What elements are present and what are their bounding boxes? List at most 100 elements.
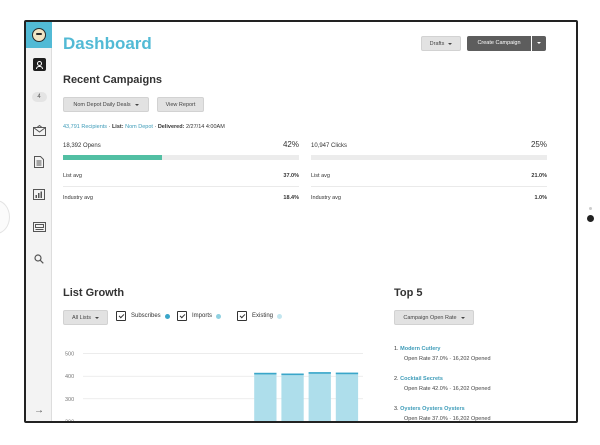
chevron-down-icon — [537, 41, 541, 44]
user-icon — [32, 57, 46, 71]
mail-icon — [32, 124, 46, 136]
rank-number: 3. — [394, 406, 399, 412]
opens-progress-bar — [63, 155, 299, 160]
chevron-down-icon — [448, 42, 453, 45]
top5-item: 3. Oysters Oysters Oysters Open Rate 37.… — [394, 406, 554, 421]
clicks-percent: 25% — [530, 140, 547, 149]
list-avg-value: 37.0% — [283, 173, 299, 179]
device-frame: 4 → Dashboard Drafts Create Campaign Rec… — [24, 20, 578, 423]
chart-icon — [33, 188, 45, 200]
chart-bar[interactable] — [281, 373, 304, 423]
campaign-link[interactable]: Oysters Oysters Oysters — [400, 406, 465, 412]
campaign-select[interactable]: Nom Depot Daily Deals — [63, 97, 149, 112]
device-home-button[interactable] — [587, 215, 594, 222]
chevron-down-icon — [460, 316, 465, 319]
campaign-detail: Open Rate 37.0% · 16,202 Opened — [404, 356, 491, 362]
chimp-icon — [32, 28, 46, 42]
sidebar-item-notifications[interactable]: 4 — [26, 88, 52, 106]
delivered-value: 2/27/14 4:00AM — [185, 124, 225, 130]
list-growth-title: List Growth — [63, 287, 125, 299]
top5-metric-select[interactable]: Campaign Open Rate — [394, 310, 474, 325]
chart-bar-cap — [335, 372, 359, 375]
list-avg-label: List avg — [311, 173, 330, 179]
list-growth-chart: 500 400 300 200 — [65, 352, 363, 423]
top5-title: Top 5 — [394, 287, 423, 299]
list-name-link[interactable]: Nom Depot — [125, 124, 153, 130]
top5-item: 2. Cocktail Secrets Open Rate 42.0% · 16… — [394, 376, 554, 392]
opens-stats: 18,392 Opens 42% List avg 37.0% Industry… — [63, 140, 299, 209]
imports-label: Imports — [192, 313, 213, 319]
sidebar-item-collapse[interactable]: → — [26, 401, 52, 419]
chevron-down-icon — [134, 103, 139, 106]
sidebar-item-reports[interactable] — [26, 185, 52, 203]
clicks-progress-bar — [311, 155, 547, 160]
drafts-button[interactable]: Drafts — [421, 36, 461, 51]
sidebar-item-search[interactable] — [26, 250, 52, 268]
list-label: List: — [111, 124, 124, 130]
imports-legend-dot — [216, 313, 222, 319]
checkmark-icon — [177, 311, 187, 321]
y-tick-label: 400 — [65, 374, 74, 380]
arrow-right-icon: → — [34, 404, 44, 416]
industry-avg-label: Industry avg — [63, 195, 93, 201]
list-avg-label: List avg — [63, 173, 82, 179]
list-avg-value: 21.0% — [531, 173, 547, 179]
opens-industry-avg-row: Industry avg 18.4% — [63, 187, 299, 209]
existing-label: Existing — [252, 313, 274, 319]
drafts-label: Drafts — [429, 41, 445, 47]
create-campaign-button[interactable]: Create Campaign — [467, 36, 531, 51]
sidebar-item-account[interactable] — [26, 55, 52, 73]
clicks-label: 10,947 Clicks — [311, 143, 348, 149]
view-report-button[interactable]: View Report — [157, 97, 204, 112]
existing-legend-dot — [277, 313, 283, 319]
existing-checkbox[interactable]: Existing — [237, 310, 283, 322]
imports-checkbox[interactable]: Imports — [177, 310, 222, 322]
chart-bar[interactable] — [335, 372, 359, 423]
top5-item: 1. Modern Cutlery Open Rate 37.0% · 16,2… — [394, 346, 554, 362]
rank-number: 1. — [394, 346, 399, 352]
notification-count-badge: 4 — [31, 92, 47, 102]
delivered-label: Delivered: — [157, 124, 185, 130]
opens-progress-fill — [63, 155, 163, 160]
chart-bar-cap — [308, 372, 331, 374]
chart-bar-cap — [281, 373, 304, 376]
top5-metric-value: Campaign Open Rate — [403, 315, 457, 321]
clicks-list-avg-row: List avg 21.0% — [311, 165, 547, 187]
sidebar-item-campaigns[interactable] — [26, 121, 52, 139]
subscribes-checkbox[interactable]: Subscribes — [116, 310, 170, 322]
mailchimp-logo[interactable] — [26, 22, 52, 48]
chart-bar[interactable] — [254, 372, 277, 423]
chart-bar[interactable] — [308, 372, 331, 423]
y-tick-label: 500 — [65, 352, 74, 358]
main-content: Dashboard Drafts Create Campaign Recent … — [52, 22, 576, 421]
recipients-link[interactable]: 43,791 Recipients — [63, 124, 108, 130]
subscribes-legend-dot — [164, 313, 170, 319]
subscribes-label: Subscribes — [131, 313, 161, 319]
lists-select[interactable]: All Lists — [63, 310, 108, 325]
checkmark-icon — [116, 311, 126, 321]
create-campaign-dropdown[interactable] — [532, 36, 546, 51]
recent-campaigns-title: Recent Campaigns — [63, 74, 163, 86]
campaign-meta: 43,791 Recipients · List: Nom Depot · De… — [63, 124, 225, 130]
checkmark-icon — [237, 311, 247, 321]
template-icon — [32, 222, 46, 232]
industry-avg-value: 1.0% — [534, 195, 547, 201]
sidebar-item-templates[interactable] — [26, 153, 52, 171]
industry-avg-value: 18.4% — [283, 195, 299, 201]
campaign-select-value: Nom Depot Daily Deals — [73, 102, 131, 108]
campaign-link[interactable]: Cocktail Secrets — [400, 376, 443, 382]
campaign-link[interactable]: Modern Cutlery — [400, 346, 441, 352]
sidebar-item-automation[interactable] — [26, 218, 52, 236]
rank-number: 2. — [394, 376, 399, 382]
lists-select-value: All Lists — [72, 315, 91, 321]
industry-avg-label: Industry avg — [311, 195, 341, 201]
page-title: Dashboard — [63, 34, 152, 53]
search-icon — [34, 254, 44, 264]
clicks-industry-avg-row: Industry avg 1.0% — [311, 187, 547, 209]
device-sensor — [589, 207, 592, 210]
document-icon — [34, 156, 44, 168]
y-tick-label: 200 — [65, 419, 74, 423]
y-tick-label: 300 — [65, 397, 74, 403]
chart-bar-cap — [254, 372, 277, 375]
opens-percent: 42% — [282, 140, 299, 149]
